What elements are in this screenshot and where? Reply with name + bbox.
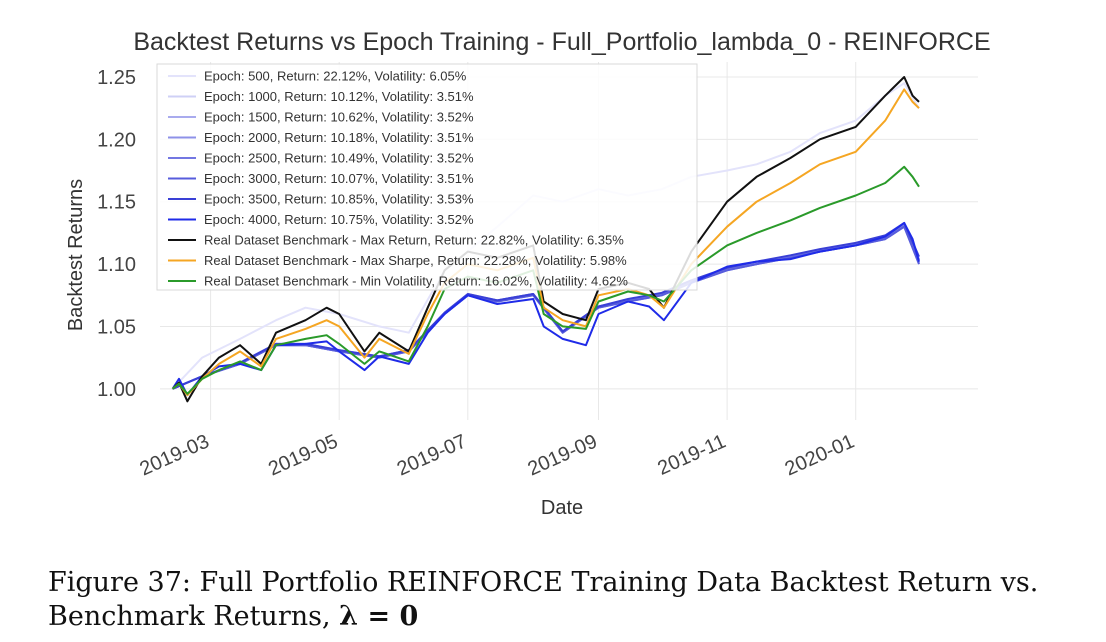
x-tick-label: 2019-07 — [394, 430, 470, 480]
y-tick-label: 1.05 — [97, 316, 136, 338]
caption-lambda: λ = 0 — [339, 601, 419, 632]
y-tick-label: 1.10 — [97, 254, 136, 276]
legend-entry: Epoch: 1500, Return: 10.62%, Volatility:… — [204, 110, 474, 125]
caption-line-2: Benchmark Returns, — [48, 601, 340, 632]
legend-entry: Epoch: 500, Return: 22.12%, Volatility: … — [204, 69, 467, 84]
x-tick-label: 2019-05 — [265, 430, 341, 480]
x-tick-label: 2019-03 — [137, 430, 213, 480]
y-tick-label: 1.15 — [97, 192, 136, 214]
y-axis-label: Backtest Returns — [65, 179, 87, 331]
backtest-line-chart: 1.001.051.101.151.201.25 2019-03 2019-05 2… — [65, 28, 991, 519]
x-tick-label: 2019-11 — [655, 430, 730, 479]
legend-entry: Epoch: 2500, Return: 10.49%, Volatility:… — [204, 151, 474, 166]
figure-caption: Figure 37: Full Portfolio REINFORCE Trai… — [48, 566, 1088, 634]
legend-entry: Epoch: 3000, Return: 10.07%, Volatility:… — [204, 171, 474, 186]
legend-entry: Epoch: 1000, Return: 10.12%, Volatility:… — [204, 89, 474, 104]
legend-entry: Real Dataset Benchmark - Max Return, Ret… — [204, 233, 624, 248]
x-tick-label: 2019-09 — [525, 430, 601, 480]
caption-line-1: Figure 37: Full Portfolio REINFORCE Trai… — [48, 567, 1039, 598]
x-tick-labels: 2019-03 2019-05 2019-07 2019-09 2019-11 2020-… — [137, 430, 858, 480]
chart-title: Backtest Returns vs Epoch Training - Ful… — [133, 28, 990, 56]
legend-entry: Epoch: 3500, Return: 10.85%, Volatility:… — [204, 192, 474, 207]
y-tick-labels: 1.00 1.05 1.10 1.15 1.20 1.25 — [97, 67, 136, 401]
x-axis-label: Date — [541, 497, 583, 519]
x-tick-label: 2020-01 — [782, 430, 858, 480]
legend-entry: Epoch: 4000, Return: 10.75%, Volatility:… — [204, 212, 474, 227]
y-tick-label: 1.25 — [97, 67, 136, 89]
chart-legend: Epoch: 500, Return: 22.12%, Volatility: … — [156, 63, 698, 291]
legend-box — [156, 63, 698, 291]
legend-entry: Epoch: 2000, Return: 10.18%, Volatility:… — [204, 130, 474, 145]
y-tick-label: 1.00 — [97, 379, 136, 401]
y-tick-label: 1.20 — [97, 129, 136, 151]
legend-entry: Real Dataset Benchmark - Max Sharpe, Ret… — [204, 253, 627, 268]
legend-entry: Real Dataset Benchmark - Min Volatility,… — [204, 274, 628, 289]
